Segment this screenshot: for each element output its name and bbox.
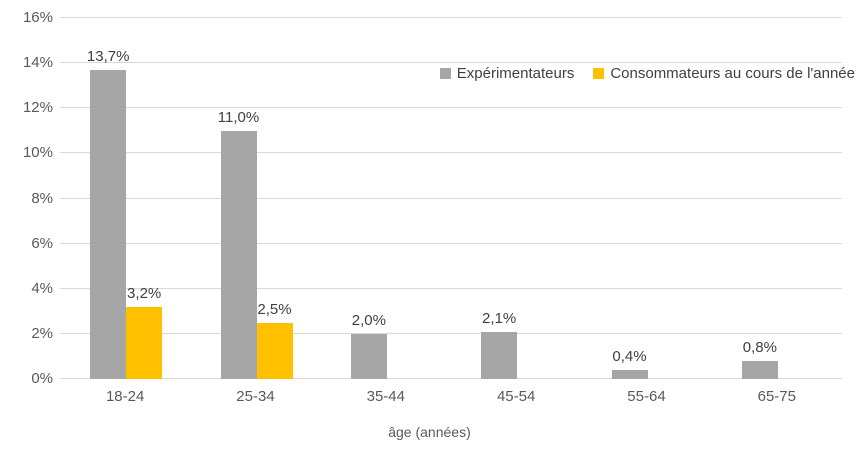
x-tick-label-65-75: 65-75: [757, 388, 796, 405]
x-axis-title: âge (années): [388, 424, 471, 440]
x-tick-label-45-54: 45-54: [496, 388, 536, 405]
gridline-2: [60, 332, 842, 334]
y-tick-label-6: 6%: [31, 234, 53, 252]
bar-value-label-experimentateurs-18-24: 13,7%: [86, 47, 130, 65]
bar-value-label-experimentateurs-25-34: 11,0%: [217, 108, 260, 126]
x-tick-label-25-34: 25-34: [236, 388, 275, 405]
gridline-6: [60, 242, 842, 244]
bar-consommateurs-au-cours-de-l-annee-18-24: [126, 306, 163, 379]
legend-swatch-experimentateurs: [439, 68, 451, 79]
gridline-0: [60, 378, 842, 379]
bar-consommateurs-au-cours-de-l-annee-25-34: [256, 322, 293, 379]
legend-label-experimentateurs: Expérimentateurs: [456, 65, 575, 82]
x-tick-label-18-24: 18-24: [105, 388, 145, 405]
x-tick-label-55-64: 55-64: [627, 388, 666, 405]
gridline-12: [60, 107, 842, 109]
legend-item-experimentateurs: Expérimentateurs: [439, 65, 575, 82]
gridline-10: [60, 152, 842, 154]
plot-area: 13,7% 3,2% 18-24 11,0% 2,5% 25-34 2,0% 35-44 2,1…: [60, 17, 842, 405]
y-tick-label-10: 10%: [22, 144, 53, 162]
gridline-14: [60, 62, 842, 64]
bar-experimentateurs-45-54: [481, 331, 518, 379]
bar-experimentateurs-35-44: [350, 333, 387, 379]
x-tick-label-35-44: 35-44: [366, 388, 405, 405]
y-tick-label-12: 12%: [22, 99, 53, 117]
gridline-8: [60, 197, 842, 199]
bar-experimentateurs-65-75: [741, 360, 778, 379]
bar-value-label-experimentateurs-45-54: 2,1%: [482, 309, 517, 327]
y-tick-label-0: 0%: [31, 370, 53, 387]
y-tick-label-2: 2%: [31, 324, 53, 342]
bar-value-label-experimentateurs-65-75: 0,8%: [742, 338, 777, 356]
bar-value-label-consommateurs-au-cours-de-l-annee-18-24: 3,2%: [127, 284, 162, 302]
y-tick-label-4: 4%: [31, 279, 53, 297]
bar-value-label-experimentateurs-55-64: 0,4%: [612, 347, 647, 365]
gridline-4: [60, 287, 842, 289]
legend: Expérimentateurs Consommateurs au cours d…: [439, 65, 855, 82]
y-tick-label-8: 8%: [31, 189, 53, 207]
y-tick-label-16: 16%: [22, 9, 53, 26]
bar-value-label-experimentateurs-35-44: 2,0%: [351, 311, 386, 329]
bar-experimentateurs-25-34: [220, 130, 257, 379]
legend-swatch-consommateurs-au-cours-de-l-annee: [593, 68, 605, 79]
legend-label-consommateurs-au-cours-de-l-annee: Consommateurs au cours de l'année: [610, 65, 855, 82]
gridline-16: [60, 17, 842, 18]
bar-value-label-consommateurs-au-cours-de-l-annee-25-34: 2,5%: [257, 300, 292, 318]
bar-experimentateurs-55-64: [611, 369, 648, 379]
bar-experimentateurs-18-24: [90, 69, 127, 379]
y-tick-label-14: 14%: [22, 54, 53, 72]
legend-item-consommateurs-au-cours-de-l-annee: Consommateurs au cours de l'année: [593, 65, 855, 82]
